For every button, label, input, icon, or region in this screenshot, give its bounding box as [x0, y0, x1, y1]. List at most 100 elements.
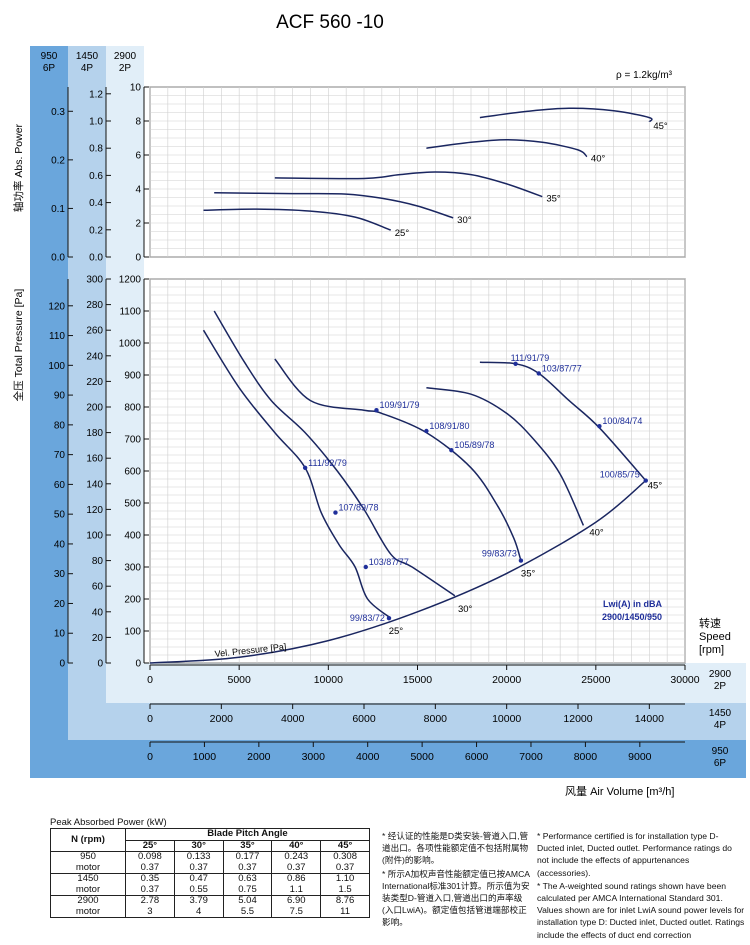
curves — [149, 107, 653, 664]
sound-point-label: 107/89/78 — [338, 503, 378, 513]
power-table-cell: 0.308 — [320, 851, 370, 863]
x-axis-tick-label: 14000 — [635, 713, 664, 725]
x-axis-tick-label: 3000 — [302, 751, 326, 763]
pressure-angle-label: 40° — [589, 527, 604, 538]
power-grid — [149, 86, 686, 258]
power-table-cell: 3.79 — [173, 895, 224, 907]
note-cn-2: * 所示A加权声音性能额定值已按AMCA International标准301计… — [382, 868, 530, 928]
angle-labels: 25° 30° 35° 40° 45° 25° 30° 35° 40° 45° — [389, 121, 668, 637]
sound-point-label: 111/92/79 — [308, 458, 347, 468]
power-table-cell: 0.37 — [320, 862, 370, 874]
sound-point-label: 103/87/77 — [369, 557, 409, 567]
power-table-cell: 8.76 — [320, 895, 370, 907]
x-axis-pole: 4P — [714, 720, 727, 731]
power-axis-1450-tick-label: 0.0 — [89, 253, 103, 264]
sound-points: 111/92/79 107/89/78 103/87/77 99/83/72 109/9… — [302, 353, 648, 623]
power-table-cell: 0.75 — [222, 884, 273, 896]
power-axis-950-tick-label: 0.1 — [51, 204, 65, 215]
pressure-axis-950-tick-label: 120 — [48, 301, 65, 312]
pressure-axes: 0102030405060708090100110120020406080100… — [48, 275, 149, 670]
x-axis-speed: 950 — [712, 746, 729, 757]
power-table-cell: 1.1 — [271, 884, 322, 896]
power-axis-950-tick-label: 0.0 — [51, 253, 65, 264]
power-table-cell: 0.35 — [125, 873, 175, 885]
sound-point-label: 108/91/80 — [429, 421, 469, 431]
pressure-axis-950-tick-label: 50 — [54, 510, 66, 521]
power-table-cell: 950 — [50, 851, 126, 863]
power-table-cell: 5.5 — [222, 906, 273, 918]
power-axis-2900-tick-label: 10 — [130, 83, 142, 94]
pressure-axis-2900-tick-label: 300 — [124, 563, 141, 574]
pressure-axis-950-tick-label: 0 — [59, 659, 65, 670]
x-axis-tick-label: 9000 — [628, 751, 652, 763]
pressure-axis-2900-tick-label: 400 — [124, 531, 141, 542]
speed-header-rpm: 1450 — [76, 51, 99, 62]
pressure-axis-2900-tick-label: 0 — [135, 659, 141, 670]
pressure-axis-2900-tick-label: 700 — [124, 435, 141, 446]
x-axis-tick-label: 15000 — [403, 674, 432, 686]
pressure-axis-2900-tick-label: 600 — [124, 467, 141, 478]
sound-point-marker — [386, 616, 392, 621]
pressure-axis-950-tick-label: 10 — [54, 629, 66, 640]
power-table-cell: 6.90 — [271, 895, 322, 907]
pressure-axis-2900-tick-label: 1000 — [119, 339, 142, 350]
power-table-cell: 0.37 — [271, 862, 322, 874]
x-axis-tick-label: 20000 — [492, 674, 521, 686]
power-table-title: Peak Absorbed Power (kW) — [50, 817, 167, 828]
sound-point-label: 100/84/74 — [602, 416, 642, 426]
x-axis-tick-label: 6000 — [352, 713, 376, 725]
pressure-axis-950-tick-label: 80 — [54, 420, 66, 431]
x-axis-tick-label: 2000 — [247, 751, 271, 763]
power-table-cell: 0.55 — [173, 884, 224, 896]
sound-point-label: 99/83/73 — [482, 549, 517, 559]
x-axis-tick-label: 4000 — [281, 713, 305, 725]
x-axis-pole: 2P — [714, 681, 727, 692]
pressure-axis-1450-tick-label: 20 — [92, 633, 104, 644]
power-table-cell: 1.5 — [320, 884, 370, 896]
power-table: N (rpm) Blade Pitch Angle 25° 30° 35° 40° 45… — [50, 828, 370, 918]
power-table-cell: 7.5 — [271, 906, 322, 918]
power-curve-45 — [479, 107, 653, 123]
pressure-axis-label: 全压 Total Pressure [Pa] — [12, 289, 25, 402]
sound-point-label: 100/85/75 — [600, 470, 640, 480]
pressure-axis-1450-tick-label: 260 — [86, 326, 103, 337]
band-1450 — [68, 46, 106, 740]
power-table-cell: motor — [50, 884, 126, 896]
power-table-row: motor 0.37 0.55 0.75 1.1 1.5 — [50, 884, 370, 896]
notes-en: * Performance certified is for installat… — [537, 830, 745, 942]
pressure-axis-1450-tick-label: 120 — [86, 505, 103, 516]
velocity-pressure-curve — [149, 480, 647, 664]
power-table-cell: motor — [50, 906, 126, 918]
power-axis-2900-tick-label: 4 — [135, 185, 141, 196]
power-axes: 0.0 0.1 0.2 0.3 0.0 0.2 0.4 0.6 0.8 1.0 1.2 0 2 4 6 8 10 — [51, 83, 149, 264]
power-table-cell: 2900 — [50, 895, 126, 907]
power-axis-950-tick-label: 0.3 — [51, 107, 65, 118]
power-axis-1450-tick-label: 0.8 — [89, 144, 103, 155]
angle-header: 45° — [320, 839, 370, 852]
pressure-axis-950-tick-label: 60 — [54, 480, 66, 491]
angle-header: 30° — [173, 839, 224, 852]
pressure-axis-1450-tick-label: 200 — [86, 403, 103, 414]
sound-point-label: 105/89/78 — [454, 440, 494, 450]
note-cn-1: * 经认证的性能是D类安装-管道入口,管道出口。各项性能额定值不包括附属物(附件… — [382, 831, 529, 866]
pressure-axis-1450-tick-label: 240 — [86, 351, 103, 362]
angle-header: 35° — [222, 839, 273, 852]
band-x-950 — [30, 740, 746, 778]
power-axis-1450-tick-label: 0.4 — [89, 198, 103, 209]
sound-point-marker — [363, 564, 368, 570]
power-table-cell: 0.37 — [125, 884, 175, 896]
power-table-cell: 2.78 — [125, 895, 175, 907]
sound-point-marker — [597, 424, 602, 429]
power-table-cell: 1450 — [50, 873, 126, 885]
power-curve-40 — [426, 138, 588, 158]
sound-point-marker — [536, 371, 541, 376]
pressure-curve-40 — [426, 387, 585, 526]
sound-point-label: 103/87/77 — [542, 363, 582, 373]
power-angle-label: 35° — [546, 194, 561, 205]
band-x-1450 — [68, 703, 746, 740]
notes-cn: * 经认证的性能是D类安装-管道入口,管道出口。各项性能额定值不包括附属物(附件… — [382, 830, 530, 930]
x-axis-speed: 1450 — [709, 708, 732, 719]
pressure-axis-2900-tick-label: 500 — [124, 499, 141, 510]
